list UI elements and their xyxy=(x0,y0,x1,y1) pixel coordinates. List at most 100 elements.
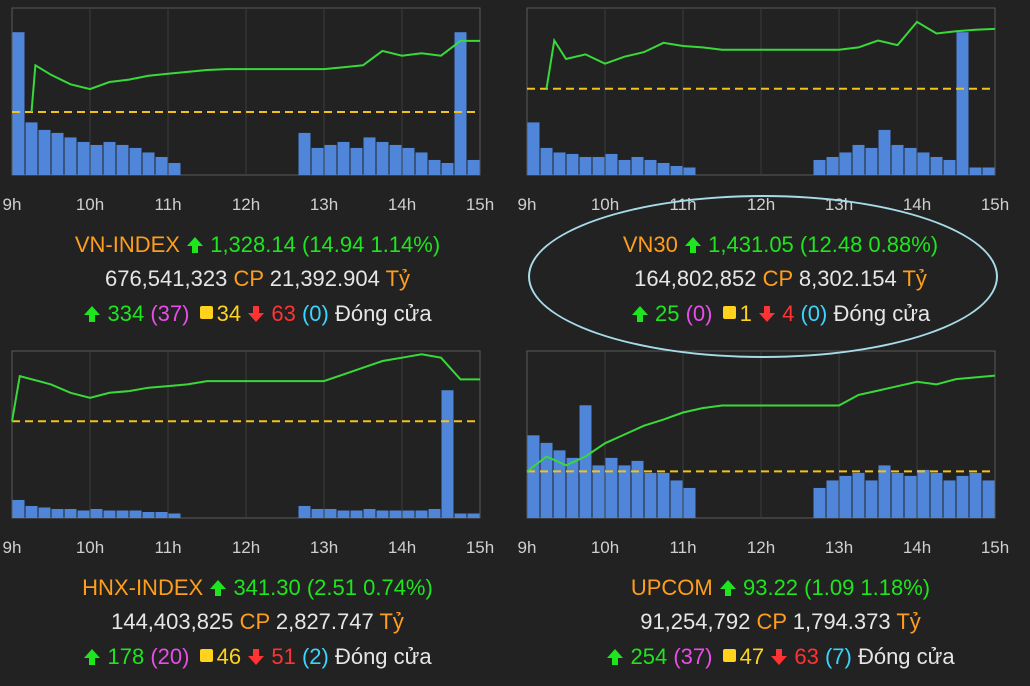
x-tick-label: 10h xyxy=(591,538,619,557)
x-tick-label: 11h xyxy=(669,538,696,557)
arrow-down-icon xyxy=(771,649,788,665)
amount: 2,827.747 xyxy=(275,609,374,634)
volume-bar xyxy=(168,513,181,518)
volume-bar xyxy=(839,475,852,518)
floor-count: (2) xyxy=(301,644,329,669)
cp-label: CP xyxy=(762,266,793,291)
volume-bar xyxy=(467,159,480,175)
volume-bar xyxy=(982,167,995,175)
volume-bar xyxy=(324,508,337,518)
upcom-breadth: 254 (37) 47 63 (7) Đóng cửa xyxy=(523,644,1030,670)
volume-bar xyxy=(605,153,618,175)
volume-bar xyxy=(670,165,683,175)
volume-bar xyxy=(657,162,670,175)
vn-index-headline: VN-INDEX 1,328.14 (14.94 1.14%) xyxy=(0,232,515,258)
volume-bar xyxy=(311,147,324,175)
arrow-up-icon xyxy=(210,580,227,596)
arrow-down-icon xyxy=(248,306,265,322)
volume-bar xyxy=(566,153,579,175)
volume-bar xyxy=(25,122,38,175)
x-tick-label: 15h xyxy=(981,195,1009,214)
volume-bar xyxy=(904,147,917,175)
volume-bar xyxy=(644,472,657,518)
volume-bar xyxy=(376,141,389,175)
arrow-up-icon xyxy=(84,306,101,322)
volume-bar xyxy=(878,129,891,175)
volume-bar xyxy=(467,513,480,518)
x-tick-label: 14h xyxy=(903,195,931,214)
floor-count: (0) xyxy=(800,301,828,326)
hnx-index-chart: 9h 10h 11h 12h 13h 14h 15h xyxy=(3,350,494,557)
volume-bar xyxy=(553,152,566,175)
volume-bar xyxy=(865,147,878,175)
vn-index-panel: 9h 10h 11h 12h 13h 14h 15h VN-INDEX 1,328.14 (… xyxy=(0,0,515,343)
volume-bar xyxy=(64,137,77,175)
volume-bar xyxy=(956,32,969,176)
volume-bar xyxy=(865,480,878,518)
index-name: VN30 xyxy=(622,232,678,257)
volume: 144,403,825 xyxy=(111,609,234,634)
index-line xyxy=(11,353,480,422)
volume-bar xyxy=(592,465,605,518)
volume-bar xyxy=(826,156,839,175)
upcom-volume-line: 91,254,792 CP 1,794.373 Tỷ xyxy=(523,609,1030,635)
volume-bar xyxy=(943,480,956,518)
volume-bar xyxy=(51,508,64,518)
x-tick-label: 10h xyxy=(591,195,619,214)
volume-bar xyxy=(930,472,943,518)
hnx-index-volume-line: 144,403,825 CP 2,827.747 Tỷ xyxy=(0,609,515,635)
square-icon xyxy=(199,306,213,319)
volume-bar xyxy=(90,144,103,175)
volume-bar xyxy=(415,510,428,518)
volume-bar xyxy=(64,508,77,518)
vn30-breadth: 25 (0) 1 4 (0) Đóng cửa xyxy=(523,301,1030,327)
x-tick-label: 13h xyxy=(825,195,853,214)
volume-bar xyxy=(891,472,904,518)
x-tick-label: 9h xyxy=(518,538,537,557)
index-change: (12.48 0.88%) xyxy=(799,232,939,257)
volume-bar xyxy=(826,480,839,518)
arrow-down-icon xyxy=(248,649,265,665)
volume-bar xyxy=(527,435,540,518)
index-name: HNX-INDEX xyxy=(82,575,204,600)
volume-bar xyxy=(454,513,467,518)
index-change: (2.51 0.74%) xyxy=(306,575,433,600)
arrow-down-icon xyxy=(758,306,775,322)
volume-bar xyxy=(657,472,670,518)
volume-bar xyxy=(402,510,415,518)
volume-bar xyxy=(956,475,969,518)
square-icon xyxy=(199,649,213,662)
volume-bar xyxy=(77,510,90,518)
amount: 21,392.904 xyxy=(269,266,380,291)
volume-bar xyxy=(376,510,389,518)
volume-bar xyxy=(852,472,865,518)
volume-bar xyxy=(917,469,930,518)
decliners: 63 xyxy=(271,301,296,326)
square-icon xyxy=(722,306,736,319)
volume-bar xyxy=(324,144,337,175)
volume-bar xyxy=(116,510,129,518)
volume-bar xyxy=(51,132,64,175)
ceiling-count: (0) xyxy=(685,301,713,326)
volume-bar xyxy=(527,122,540,175)
x-tick-label: 12h xyxy=(232,538,260,557)
volume-bar xyxy=(363,508,376,518)
x-tick-label: 9h xyxy=(3,195,22,214)
x-tick-label: 9h xyxy=(3,538,22,557)
volume-bar xyxy=(155,156,168,175)
volume-bar xyxy=(683,167,696,175)
volume-bar xyxy=(129,510,142,518)
hnx-index-breadth: 178 (20) 46 51 (2) Đóng cửa xyxy=(0,644,515,670)
volume-bar xyxy=(129,147,142,175)
x-tick-label: 13h xyxy=(310,538,338,557)
volume-bar xyxy=(631,156,644,175)
index-name: UPCOM xyxy=(630,575,713,600)
x-tick-label: 15h xyxy=(466,538,494,557)
volume-bar xyxy=(670,480,683,518)
volume-bar xyxy=(38,507,51,518)
ceiling-count: (37) xyxy=(673,644,713,669)
volume-bar xyxy=(839,152,852,175)
unchanged: 47 xyxy=(739,644,765,669)
volume-bar xyxy=(683,487,696,518)
amount: 8,302.154 xyxy=(798,266,897,291)
